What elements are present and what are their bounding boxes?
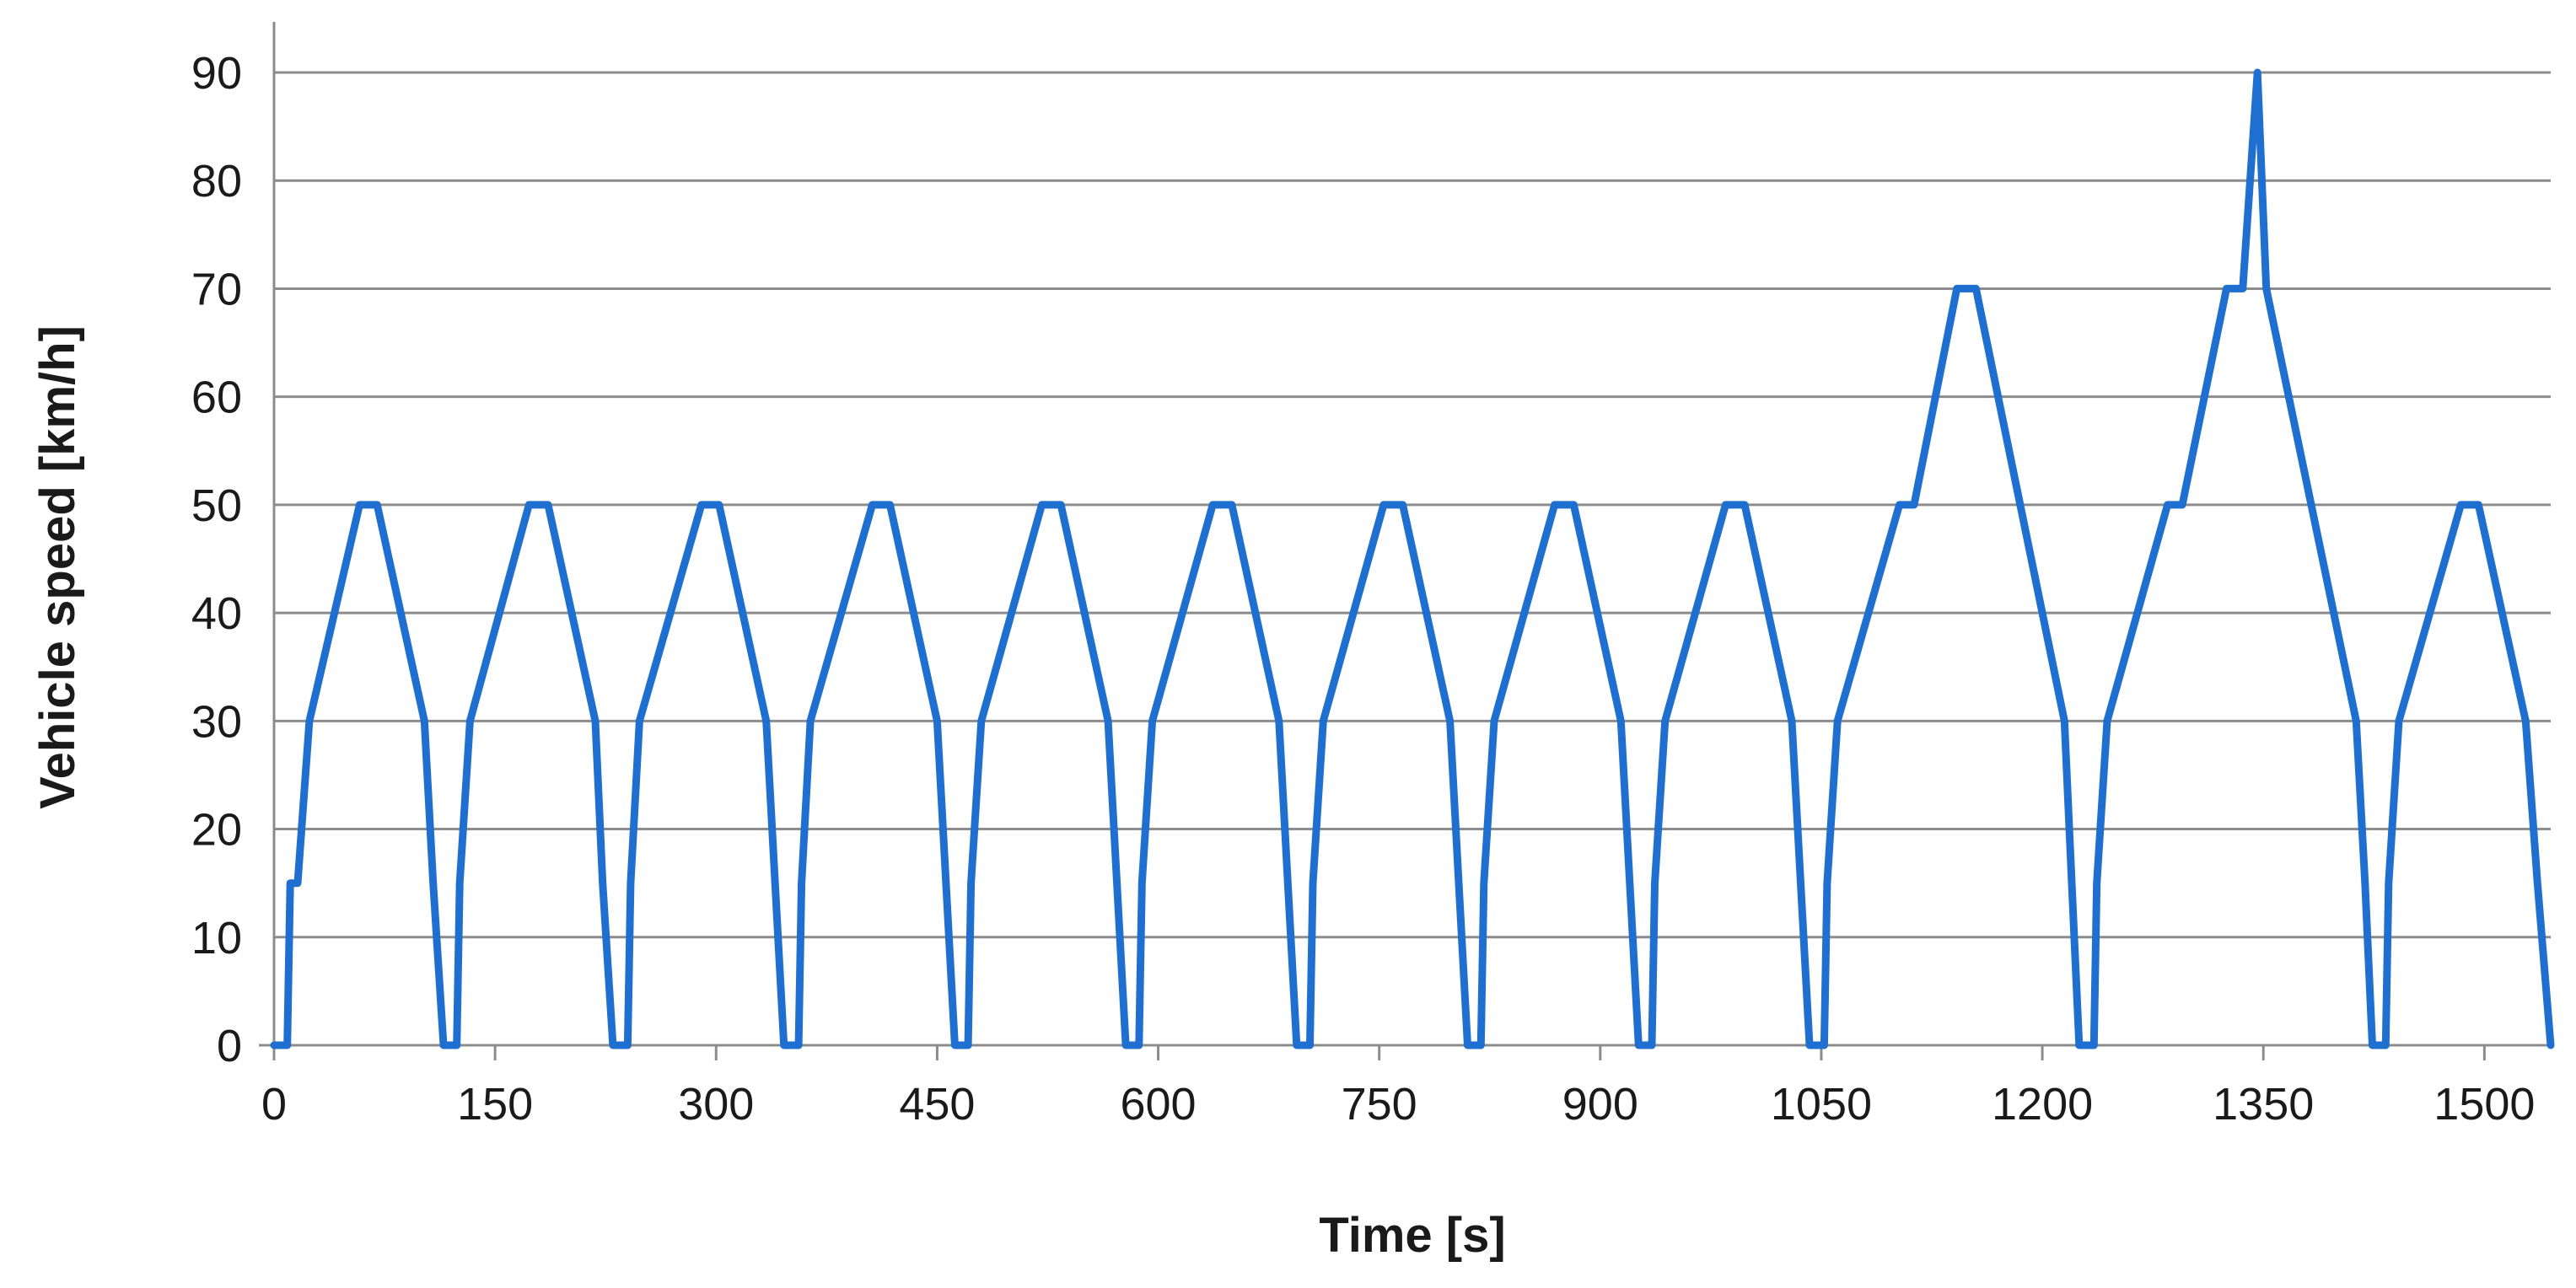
y-axis-ticks: 0 10 20 30 40 50 60 70 80 90 [191,48,242,1071]
y-axis-title: Vehicle speed [km/h] [30,325,85,809]
x-tick-label: 300 [678,1079,754,1130]
x-tick-label: 600 [1120,1079,1196,1130]
series-line-vehicle-speed [270,68,2555,1049]
y-tick-label: 60 [191,373,242,423]
y-tick-label: 70 [191,264,242,314]
y-tick-label: 40 [191,588,242,639]
gridlines [274,71,2551,939]
x-tick-label: 1350 [2213,1079,2314,1130]
x-tick-label: 150 [457,1079,533,1130]
x-tick-label: 0 [261,1079,287,1130]
x-axis-ticks: 0 150 300 450 600 750 900 1050 1200 1350 1500 [261,1045,2535,1130]
y-tick-label: 80 [191,156,242,207]
x-axis-title: Time [s] [1319,1208,1505,1263]
y-tick-label: 30 [191,696,242,747]
y-tick-label: 20 [191,805,242,856]
x-tick-label: 1050 [1771,1079,1872,1130]
x-tick-label: 750 [1342,1079,1417,1130]
y-tick-label: 10 [191,913,242,963]
x-tick-label: 1500 [2433,1079,2535,1130]
y-tick-label: 90 [191,48,242,99]
y-tick-label: 50 [191,480,242,531]
x-tick-label: 1200 [1992,1079,2093,1130]
x-tick-label: 450 [899,1079,975,1130]
x-tick-label: 900 [1562,1079,1638,1130]
y-tick-label: 0 [217,1021,242,1071]
